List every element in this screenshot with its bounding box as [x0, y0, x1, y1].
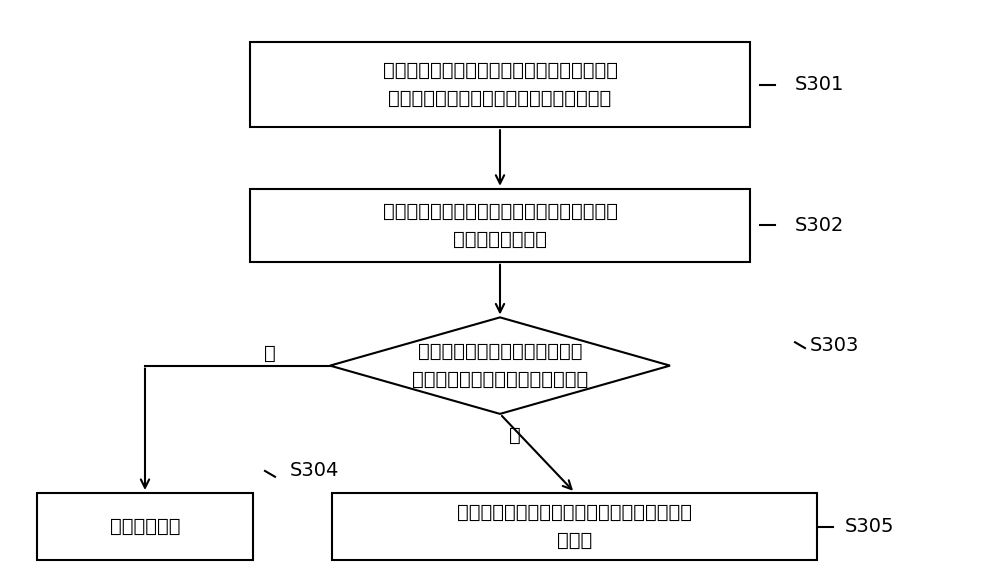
Text: S305: S305 [845, 517, 895, 536]
Text: 根据跟踪帧数是否小于预设帧数，将多个特征
点划分为两个类别: 根据跟踪帧数是否小于预设帧数，将多个特征 点划分为两个类别 [382, 202, 618, 249]
Polygon shape [330, 317, 670, 414]
Text: S303: S303 [810, 336, 859, 355]
FancyBboxPatch shape [332, 493, 817, 560]
Text: 基于当前图像的多个预设类型的
信息，确定当前图像是否为关键帧: 基于当前图像的多个预设类型的 信息，确定当前图像是否为关键帧 [412, 342, 588, 389]
Text: 否: 否 [264, 345, 276, 363]
Text: 输出当前位姿、关键帧的信息以及两类特征点
的信息: 输出当前位姿、关键帧的信息以及两类特征点 的信息 [458, 503, 692, 550]
Text: 是: 是 [509, 426, 521, 445]
FancyBboxPatch shape [37, 493, 252, 560]
Text: S302: S302 [795, 216, 844, 235]
Text: 输出当前位姿: 输出当前位姿 [110, 517, 180, 536]
FancyBboxPatch shape [250, 43, 750, 128]
Text: 将多个特征点的信息以及惯性数据输入滤波器
中，进行滤波器预测和更新，得到当前位姿: 将多个特征点的信息以及惯性数据输入滤波器 中，进行滤波器预测和更新，得到当前位姿 [382, 61, 618, 108]
FancyBboxPatch shape [250, 188, 750, 262]
Text: S301: S301 [795, 75, 844, 94]
Text: S304: S304 [290, 462, 339, 480]
